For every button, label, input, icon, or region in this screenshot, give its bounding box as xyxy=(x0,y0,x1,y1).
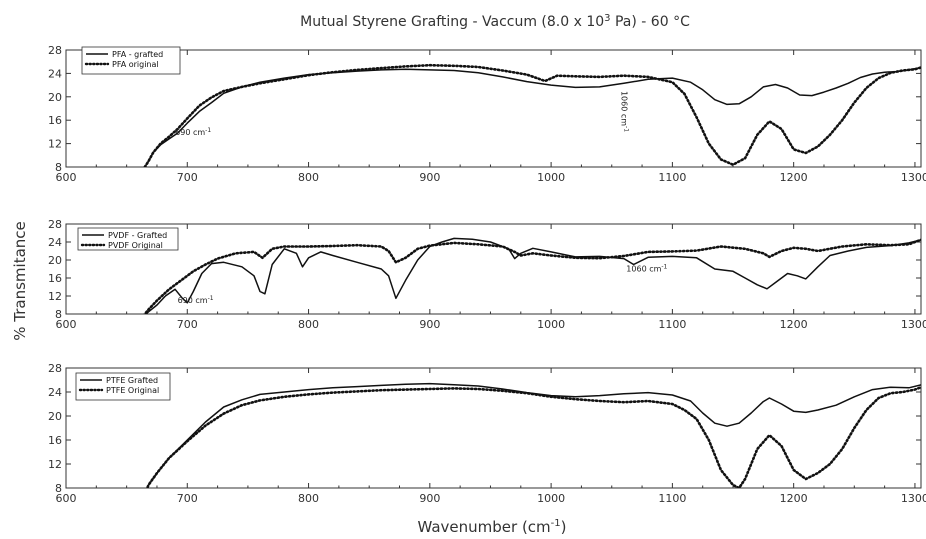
legend-label: PTFE Grafted xyxy=(106,376,158,385)
figure-title-main: Mutual Styrene Grafting - Vaccum (8.0 x … xyxy=(300,14,604,30)
x-tick-label: 1200 xyxy=(780,492,808,505)
x-tick-label: 700 xyxy=(177,318,198,331)
y-tick-label: 16 xyxy=(48,434,62,447)
y-tick-label: 12 xyxy=(48,290,62,303)
y-tick-label: 20 xyxy=(48,91,62,104)
series-line-1 xyxy=(144,66,921,167)
x-tick-label: 1100 xyxy=(658,492,686,505)
y-tick-label: 12 xyxy=(48,458,62,471)
annotation-label: 1060 cm-1 xyxy=(626,263,667,273)
x-tick-label: 900 xyxy=(419,171,440,184)
legend-label: PTFE Original xyxy=(106,386,159,395)
x-tick-label: 900 xyxy=(419,492,440,505)
x-tick-label: 800 xyxy=(298,492,319,505)
figure-title: Mutual Styrene Grafting - Vaccum (8.0 x … xyxy=(300,13,690,30)
x-tick-label: 1200 xyxy=(780,318,808,331)
x-tick-label: 600 xyxy=(56,492,77,505)
x-tick-label: 1300 xyxy=(901,171,926,184)
chart-panels: 600 700 800 900 1000 1100 1200 1300 8 12 16 20 24 28 P… xyxy=(48,44,926,505)
legend-label: PVDF Original xyxy=(108,241,163,250)
series-line-1 xyxy=(146,382,921,488)
x-tick-label: 1300 xyxy=(901,318,926,331)
figure-title-superscript: 3 xyxy=(604,13,610,24)
x-tick-label: 1100 xyxy=(658,318,686,331)
series-line-2 xyxy=(143,63,921,167)
y-tick-label: 24 xyxy=(48,386,62,399)
plot-frame xyxy=(65,223,922,315)
y-tick-label: 8 xyxy=(55,482,62,495)
y-tick-label: 28 xyxy=(48,44,62,57)
y-tick-label: 28 xyxy=(48,362,62,375)
legend-label: PFA - grafted xyxy=(112,50,163,59)
x-tick-label: 1000 xyxy=(537,492,565,505)
x-axis-label-main: Wavenumber (cm xyxy=(417,518,550,536)
legend-box xyxy=(75,372,171,401)
legend-label: PVDF - Grafted xyxy=(108,231,167,240)
y-tick-label: 20 xyxy=(48,254,62,267)
x-tick-label: 1300 xyxy=(901,492,926,505)
x-axis-label-superscript: -1 xyxy=(551,518,561,529)
x-tick-label: 1000 xyxy=(537,171,565,184)
y-tick-label: 16 xyxy=(48,114,62,127)
series-line-2 xyxy=(143,238,921,314)
chart-panel-3: 600 700 800 900 1000 1100 1200 1300 8 12 16 20 24 28 P… xyxy=(48,362,926,505)
x-tick-label: 700 xyxy=(177,171,198,184)
x-tick-label: 1200 xyxy=(780,171,808,184)
annotation-label: 690 cm-1 xyxy=(178,295,214,305)
x-tick-label: 700 xyxy=(177,492,198,505)
x-tick-label: 800 xyxy=(298,318,319,331)
y-tick-label: 28 xyxy=(48,218,62,231)
x-axis-label: Wavenumber (cm-1) xyxy=(417,518,566,536)
series-line-1 xyxy=(144,237,921,314)
annotation-label: 1060 cm-1 xyxy=(619,91,629,132)
y-tick-label: 12 xyxy=(48,138,62,151)
series-line-2 xyxy=(145,385,921,488)
annotation-label: 690 cm-1 xyxy=(175,127,211,137)
y-tick-label: 20 xyxy=(48,410,62,423)
plot-frame xyxy=(65,49,922,168)
plot-frame xyxy=(65,367,922,489)
x-tick-label: 1000 xyxy=(537,318,565,331)
x-tick-label: 600 xyxy=(56,318,77,331)
legend-box xyxy=(81,46,181,75)
x-tick-label: 1100 xyxy=(658,171,686,184)
y-tick-label: 8 xyxy=(55,308,62,321)
x-tick-label: 600 xyxy=(56,171,77,184)
figure-title-tail: Pa) - 60 °C xyxy=(611,14,691,30)
x-axis-label-tail: ) xyxy=(561,518,567,536)
y-tick-label: 24 xyxy=(48,67,62,80)
y-tick-label: 24 xyxy=(48,236,62,249)
y-axis-label: % Transmitance xyxy=(11,221,29,341)
x-tick-label: 900 xyxy=(419,318,440,331)
x-tick-label: 800 xyxy=(298,171,319,184)
y-tick-label: 16 xyxy=(48,272,62,285)
y-tick-label: 8 xyxy=(55,161,62,174)
chart-panel-2: 600 700 800 900 1000 1100 1200 1300 8 12 16 20 24 28 P… xyxy=(48,218,926,331)
legend-label: PFA original xyxy=(112,60,159,69)
chart-panel-1: 600 700 800 900 1000 1100 1200 1300 8 12 16 20 24 28 P… xyxy=(48,44,926,184)
